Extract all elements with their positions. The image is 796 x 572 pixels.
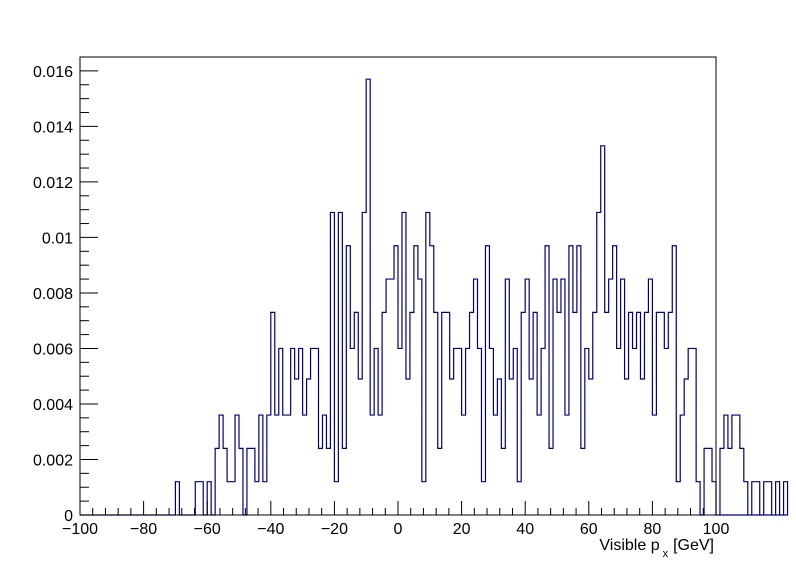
y-tick-label: 0.01 xyxy=(42,230,73,247)
plot-area xyxy=(80,78,789,516)
x-tick-label: 20 xyxy=(453,521,471,538)
x-tick-label: −80 xyxy=(130,521,157,538)
x-tick-label: 40 xyxy=(516,521,534,538)
y-tick-label: 0 xyxy=(64,508,73,525)
x-tick-label: −40 xyxy=(257,521,284,538)
x-tick-label: −100 xyxy=(62,521,98,538)
x-tick-label: 80 xyxy=(644,521,662,538)
x-axis-title-unit: [GeV] xyxy=(673,537,714,554)
x-axis-title-subscript: x xyxy=(663,548,669,560)
x-axis-title: Visible p x [GeV] xyxy=(599,537,714,560)
y-tick-label: 0.014 xyxy=(33,119,73,136)
y-tick-label: 0.002 xyxy=(33,452,73,469)
x-tick-label: 0 xyxy=(394,521,403,538)
y-tick-label: 0.012 xyxy=(33,175,73,192)
x-tick-label: −20 xyxy=(321,521,348,538)
x-tick-label: 100 xyxy=(703,521,730,538)
y-tick-label: 0.008 xyxy=(33,286,73,303)
y-tick-label: 0.004 xyxy=(33,397,73,414)
x-axis-title-main: Visible p xyxy=(599,537,659,554)
y-tick-label: 0.016 xyxy=(33,64,73,81)
axes: −100 −80 −60 −40 −20 0 20 40 60 80 100 0 0.002 0.004 0… xyxy=(33,56,730,538)
histogram-series-line xyxy=(80,78,789,516)
x-tick-label: 60 xyxy=(580,521,598,538)
y-tick-label: 0.006 xyxy=(33,341,73,358)
x-tick-label: −60 xyxy=(194,521,221,538)
